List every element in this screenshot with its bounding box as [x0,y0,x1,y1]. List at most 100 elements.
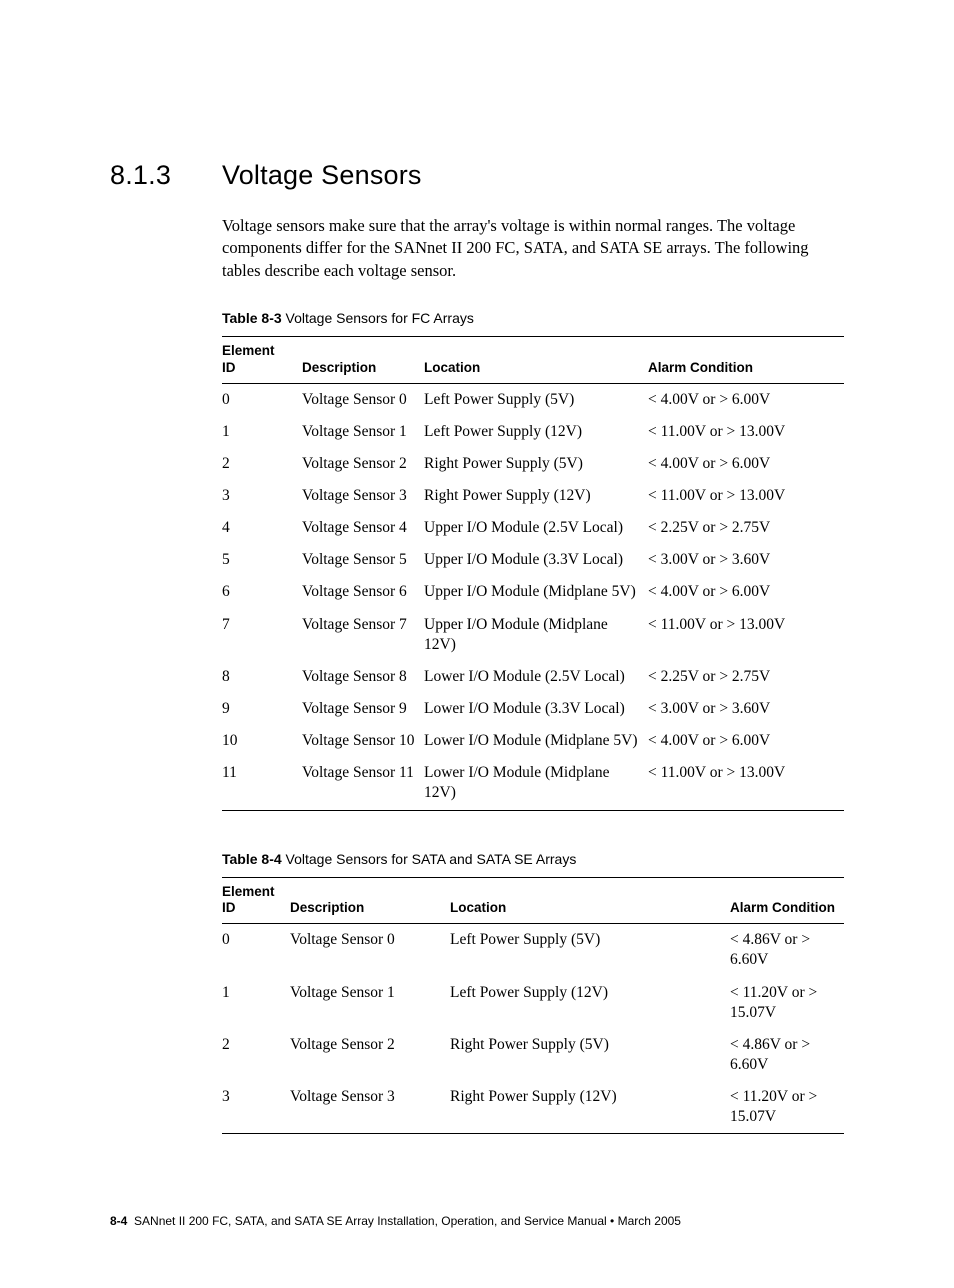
table1-col-element-id: ElementID [222,336,302,383]
table1-cell: Lower I/O Module (Midplane 5V) [424,725,648,757]
table1-row: 7Voltage Sensor 7Upper I/O Module (Midpl… [222,609,844,661]
table1-row: 10Voltage Sensor 10Lower I/O Module (Mid… [222,725,844,757]
table1-cell: Voltage Sensor 6 [302,576,424,608]
table1-cell: < 2.25V or > 2.75V [648,661,844,693]
table1-cell: 2 [222,448,302,480]
table2-label: Table 8-4 [222,851,282,867]
table1-cell: Lower I/O Module (2.5V Local) [424,661,648,693]
table1-row: 9Voltage Sensor 9Lower I/O Module (3.3V … [222,693,844,725]
table2-row: 3Voltage Sensor 3Right Power Supply (12V… [222,1081,844,1134]
table2-caption: Table 8-4 Voltage Sensors for SATA and S… [222,851,844,867]
intro-paragraph: Voltage sensors make sure that the array… [222,215,844,282]
table2-cell: 2 [222,1029,290,1081]
table1-cell: < 11.00V or > 13.00V [648,416,844,448]
table1-row: 3Voltage Sensor 3Right Power Supply (12V… [222,480,844,512]
table1-cell: 0 [222,383,302,416]
table2-cell: < 11.20V or > 15.07V [730,977,844,1029]
table2-cell: 0 [222,924,290,977]
table1-header-row: ElementID Description Location Alarm Con… [222,336,844,383]
table2-cell: 1 [222,977,290,1029]
table1-cell: 8 [222,661,302,693]
table1-cell: < 11.00V or > 13.00V [648,480,844,512]
table1-cell: 4 [222,512,302,544]
table1-row: 4Voltage Sensor 4Upper I/O Module (2.5V … [222,512,844,544]
table2-col-alarm: Alarm Condition [730,877,844,924]
table1-cell: Lower I/O Module (3.3V Local) [424,693,648,725]
table1-cell: Upper I/O Module (Midplane 5V) [424,576,648,608]
table1-cell: Lower I/O Module (Midplane 12V) [424,757,648,810]
page-number: 8-4 [110,1214,127,1228]
table2: ElementID Description Location Alarm Con… [222,877,844,1135]
table1-row: 6Voltage Sensor 6Upper I/O Module (Midpl… [222,576,844,608]
table1-row: 8Voltage Sensor 8Lower I/O Module (2.5V … [222,661,844,693]
table2-cell: Voltage Sensor 3 [290,1081,450,1134]
table1-col-alarm: Alarm Condition [648,336,844,383]
table1-cell: Upper I/O Module (Midplane 12V) [424,609,648,661]
table1-cell: < 11.00V or > 13.00V [648,609,844,661]
table1-cell: 11 [222,757,302,810]
table1-cell: Left Power Supply (5V) [424,383,648,416]
table1-caption: Table 8-3 Voltage Sensors for FC Arrays [222,310,844,326]
table1-caption-text: Voltage Sensors for FC Arrays [286,310,474,326]
table1-cell: < 4.00V or > 6.00V [648,725,844,757]
table1-cell: Voltage Sensor 9 [302,693,424,725]
table1-row: 2Voltage Sensor 2Right Power Supply (5V)… [222,448,844,480]
table1-cell: Voltage Sensor 4 [302,512,424,544]
table2-caption-text: Voltage Sensors for SATA and SATA SE Arr… [286,851,577,867]
table2-row: 1Voltage Sensor 1Left Power Supply (12V)… [222,977,844,1029]
table1-cell: Voltage Sensor 1 [302,416,424,448]
table1-label: Table 8-3 [222,310,282,326]
table2-row: 0Voltage Sensor 0Left Power Supply (5V)<… [222,924,844,977]
footer-manual-title: SANnet II 200 FC, SATA, and SATA SE Arra… [134,1214,607,1228]
section-title: Voltage Sensors [222,160,422,190]
table1-row: 1Voltage Sensor 1Left Power Supply (12V)… [222,416,844,448]
table1-row: 5Voltage Sensor 5Upper I/O Module (3.3V … [222,544,844,576]
table2-cell: Left Power Supply (12V) [450,977,730,1029]
table2-cell: Voltage Sensor 0 [290,924,450,977]
table1-cell: 10 [222,725,302,757]
table1-cell: < 3.00V or > 3.60V [648,693,844,725]
table1-cell: Voltage Sensor 8 [302,661,424,693]
table1-row: 11Voltage Sensor 11Lower I/O Module (Mid… [222,757,844,810]
table1-cell: < 2.25V or > 2.75V [648,512,844,544]
table1-cell: < 4.00V or > 6.00V [648,383,844,416]
table1-cell: Voltage Sensor 7 [302,609,424,661]
table1-cell: 7 [222,609,302,661]
table1-cell: Voltage Sensor 10 [302,725,424,757]
table2-cell: < 4.86V or > 6.60V [730,1029,844,1081]
table1-cell: < 4.00V or > 6.00V [648,576,844,608]
table1-col-location: Location [424,336,648,383]
table1-cell: Right Power Supply (5V) [424,448,648,480]
table1-cell: < 3.00V or > 3.60V [648,544,844,576]
table1-cell: < 4.00V or > 6.00V [648,448,844,480]
table1: ElementID Description Location Alarm Con… [222,336,844,811]
table1-cell: 9 [222,693,302,725]
table2-col-element-id: ElementID [222,877,290,924]
table2-cell: Right Power Supply (12V) [450,1081,730,1134]
page: 8.1.3Voltage Sensors Voltage sensors mak… [0,0,954,1288]
table2-cell: Voltage Sensor 2 [290,1029,450,1081]
footer-separator: • [610,1214,614,1228]
section-heading: 8.1.3Voltage Sensors [110,160,844,191]
table2-cell: < 11.20V or > 15.07V [730,1081,844,1134]
table2-header-row: ElementID Description Location Alarm Con… [222,877,844,924]
section-number: 8.1.3 [110,160,222,191]
table1-cell: Left Power Supply (12V) [424,416,648,448]
table1-cell: Voltage Sensor 3 [302,480,424,512]
table2-cell: 3 [222,1081,290,1134]
table1-cell: 3 [222,480,302,512]
table1-row: 0Voltage Sensor 0Left Power Supply (5V)<… [222,383,844,416]
table1-cell: Voltage Sensor 11 [302,757,424,810]
table1-cell: Voltage Sensor 5 [302,544,424,576]
table1-cell: < 11.00V or > 13.00V [648,757,844,810]
table1-cell: Upper I/O Module (3.3V Local) [424,544,648,576]
table2-row: 2Voltage Sensor 2Right Power Supply (5V)… [222,1029,844,1081]
table2-cell: Voltage Sensor 1 [290,977,450,1029]
table1-cell: 6 [222,576,302,608]
table1-col-description: Description [302,336,424,383]
table1-cell: 1 [222,416,302,448]
table2-col-description: Description [290,877,450,924]
footer-date: March 2005 [618,1214,681,1228]
table1-cell: Upper I/O Module (2.5V Local) [424,512,648,544]
table2-cell: Left Power Supply (5V) [450,924,730,977]
